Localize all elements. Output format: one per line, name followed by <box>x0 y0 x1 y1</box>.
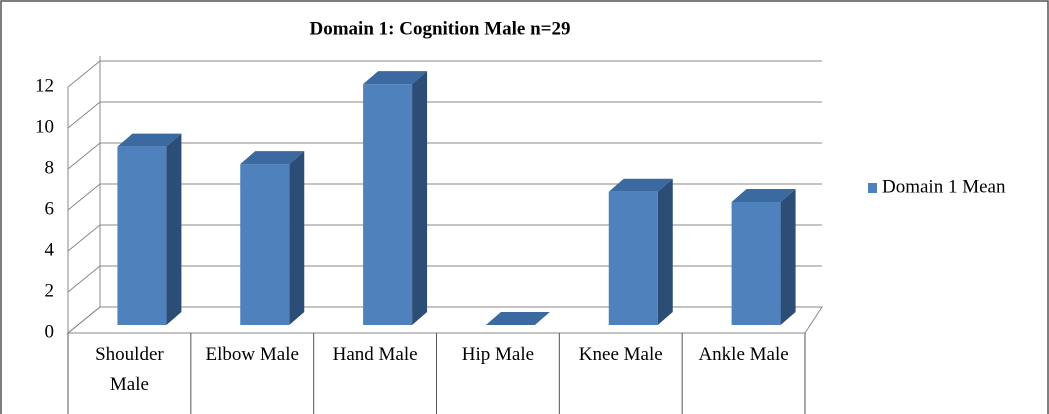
x-tick-label: Shoulder Male <box>95 344 164 395</box>
grid-line <box>67 224 822 252</box>
bar <box>731 202 781 325</box>
bar-top <box>240 151 305 165</box>
x-tick-label: Elbow Male <box>205 344 299 365</box>
legend-label: Domain 1 Mean <box>882 176 1006 197</box>
grid-line <box>67 265 822 293</box>
x-tick-label: Hip Male <box>461 344 535 365</box>
y-tick-label: 8 <box>45 157 55 178</box>
y-tick-label: 12 <box>35 75 54 96</box>
legend-swatch <box>868 183 877 193</box>
bar-side <box>780 189 796 325</box>
bar-top <box>731 189 796 202</box>
bar-top <box>363 71 428 85</box>
x-tick-label: Knee Male <box>578 344 663 365</box>
grid-line <box>67 183 822 211</box>
bar <box>363 84 413 325</box>
bar-top <box>117 133 182 147</box>
y-tick-label: 0 <box>45 321 55 342</box>
bar-side <box>289 151 305 325</box>
bar <box>608 191 658 325</box>
grid-line <box>67 306 822 334</box>
grid-line <box>67 142 822 170</box>
y-tick-label: 6 <box>45 198 55 219</box>
bar-side <box>657 178 673 325</box>
bar <box>117 146 167 325</box>
y-tick-label: 2 <box>45 280 55 301</box>
bar-top <box>608 178 673 192</box>
chart-title: Domain 1: Cognition Male n=29 <box>310 18 571 39</box>
grid-line <box>67 101 822 129</box>
x-tick-label: Hand Male <box>332 344 418 365</box>
table-lines <box>67 333 806 414</box>
y-tick-label: 10 <box>35 116 54 137</box>
grid-line <box>67 60 822 88</box>
y-tick-label: 4 <box>45 239 55 260</box>
bar-side <box>412 71 428 325</box>
bar-side <box>166 133 182 325</box>
bar-top <box>485 312 550 325</box>
bar <box>240 164 290 325</box>
x-tick-label: Ankle Male <box>698 344 789 365</box>
